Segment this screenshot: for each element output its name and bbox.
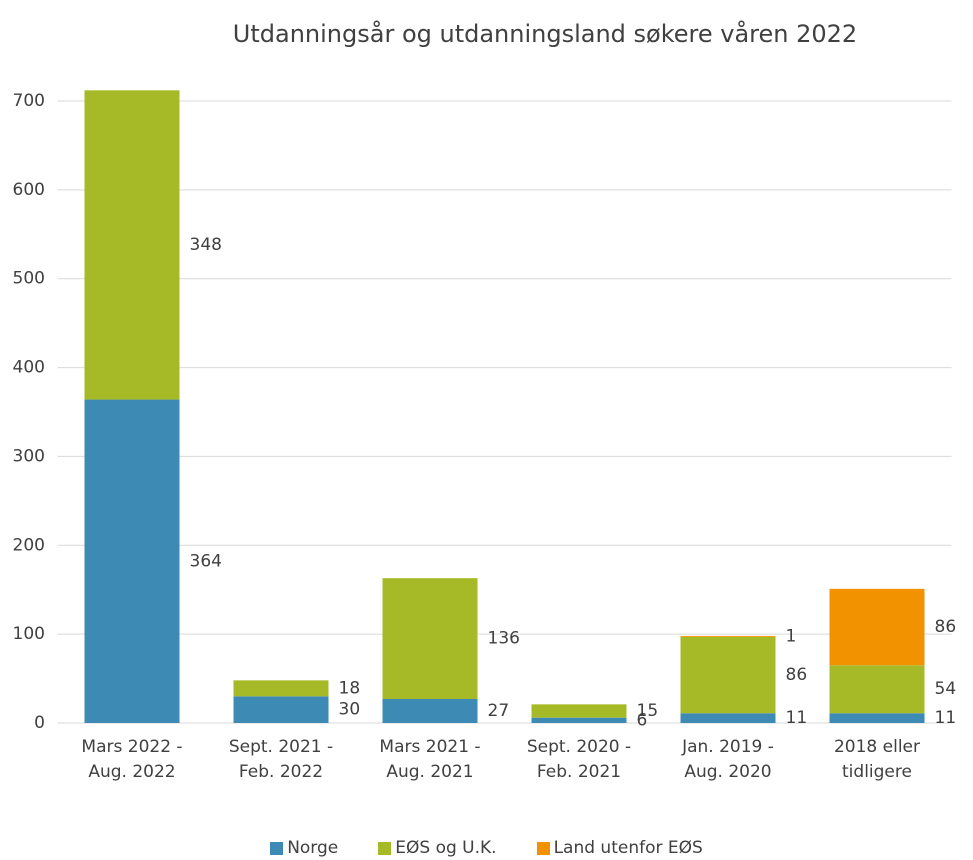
data-label: 364 <box>190 551 222 571</box>
legend-label: Land utenfor EØS <box>553 838 703 858</box>
data-label: 30 <box>339 700 361 720</box>
legend-label: Norge <box>287 838 339 858</box>
y-tick-label: 600 <box>13 180 45 200</box>
data-label: 86 <box>786 665 808 685</box>
bar-segment <box>531 704 627 718</box>
y-tick-label: 300 <box>13 446 45 466</box>
y-tick-label: 400 <box>13 358 45 378</box>
x-tick-label: Jan. 2019 - Aug. 2020 <box>682 737 774 782</box>
legend-item: Land utenfor EØS <box>536 838 703 858</box>
bar-segment <box>233 680 329 697</box>
x-tick-label: Mars 2021 - Aug. 2021 <box>379 737 481 782</box>
bar-segment <box>382 578 478 700</box>
data-label: 6 <box>637 710 648 730</box>
bar-segment <box>829 665 925 714</box>
bar-segment <box>680 713 776 723</box>
bar-segment <box>829 713 925 723</box>
legend-item: Norge <box>270 838 338 858</box>
y-tick-label: 500 <box>13 269 45 289</box>
bar-segment <box>680 635 776 637</box>
data-label: 136 <box>488 629 520 649</box>
data-label: 27 <box>488 701 510 721</box>
bar-segment <box>84 90 180 400</box>
bar-segment <box>84 399 180 723</box>
x-tick-label: Sept. 2021 - Feb. 2022 <box>228 737 334 782</box>
y-tick-label: 0 <box>34 713 45 733</box>
legend-swatch <box>270 841 284 855</box>
y-tick-label: 100 <box>13 624 45 644</box>
data-label: 11 <box>786 708 808 728</box>
data-label: 15 <box>637 701 659 721</box>
bar-segment <box>531 717 627 723</box>
x-tick-label: Sept. 2020 - Feb. 2021 <box>526 737 632 782</box>
data-label: 348 <box>190 235 222 255</box>
bar-segment <box>680 636 776 714</box>
bar-segment <box>829 588 925 666</box>
data-label: 11 <box>935 708 957 728</box>
legend-label: EØS og U.K. <box>395 838 497 858</box>
legend-item: EØS og U.K. <box>378 838 497 858</box>
y-tick-label: 700 <box>13 91 45 111</box>
chart-title: Utdanningsår og utdanningsland søkere vå… <box>233 19 857 48</box>
legend-swatch <box>536 841 550 855</box>
bar-segment <box>382 699 478 723</box>
x-tick-label: 2018 eller tidligere <box>833 737 921 782</box>
data-label: 1 <box>786 626 797 646</box>
bar-segment <box>233 696 329 723</box>
x-tick-label: Mars 2022 - Aug. 2022 <box>81 737 183 782</box>
data-label: 18 <box>339 678 361 698</box>
legend-swatch <box>378 841 392 855</box>
y-tick-label: 200 <box>13 535 45 555</box>
data-label: 54 <box>935 679 957 699</box>
data-label: 86 <box>935 617 957 637</box>
legend: Norge EØS og U.K. Land utenfor EØS <box>0 838 973 858</box>
